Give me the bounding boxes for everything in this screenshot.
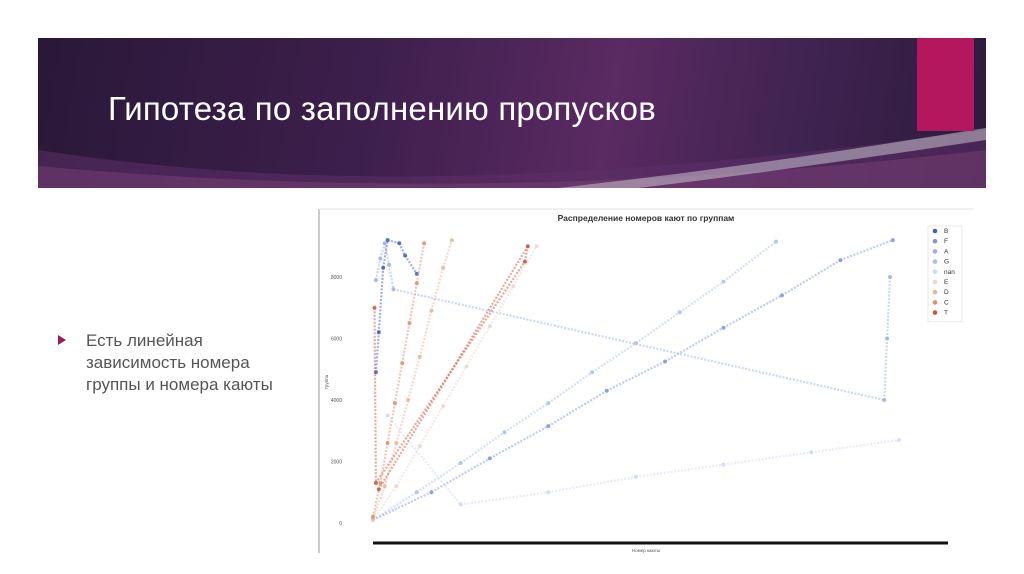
series-trend-segment — [503, 402, 549, 434]
series-T — [372, 244, 530, 492]
series-trend-segment — [722, 240, 777, 283]
series-trend-segment — [591, 342, 637, 374]
series-trend-segment — [430, 267, 445, 312]
series-trend-segment — [723, 451, 812, 466]
series-trend-segment — [395, 399, 410, 444]
series-A — [373, 241, 892, 402]
y-tick-label: 0 — [339, 521, 342, 527]
series-trend-segment — [548, 475, 637, 494]
series-trend-segment — [373, 307, 377, 484]
series-trend-segment — [606, 360, 666, 392]
series-trend-segment — [383, 242, 391, 265]
series-trend-segment — [374, 332, 380, 373]
bullet-text: Есть линейная зависимость номера группы … — [86, 331, 273, 394]
series-trend-segment — [395, 445, 421, 487]
series-trend-segment — [372, 491, 418, 521]
legend-marker — [932, 279, 938, 285]
series-trend-segment — [404, 254, 418, 275]
series-trend-segment — [379, 242, 386, 259]
legend-marker — [932, 300, 938, 305]
series-trend-segment — [781, 259, 841, 297]
legend-label: E — [944, 279, 949, 286]
series-G — [371, 239, 779, 522]
y-tick-label: 6000 — [331, 336, 342, 342]
series-C — [371, 241, 427, 519]
legend-marker — [932, 238, 938, 244]
series-nan — [385, 413, 901, 507]
series-trend-segment — [460, 491, 549, 506]
legend-marker — [932, 249, 938, 254]
series-trend-segment — [489, 425, 549, 460]
series-trend-segment — [459, 431, 506, 464]
series-trend-segment — [372, 491, 432, 521]
series-trend-segment — [401, 322, 411, 364]
x-axis-label: Номер каюты — [632, 548, 660, 553]
legend-label: A — [944, 248, 949, 255]
y-tick-label: 8000 — [331, 275, 342, 281]
legend-label: G — [944, 259, 949, 266]
series-B — [373, 238, 419, 375]
series-trend-segment — [407, 356, 421, 401]
series-trend-segment — [418, 310, 433, 358]
series-trend-segment — [840, 239, 894, 262]
series-trend-segment — [398, 242, 407, 256]
series-trend-segment — [408, 282, 418, 324]
series-trend-segment — [442, 239, 453, 269]
series-trend-segment — [388, 264, 395, 290]
series-trend-segment — [415, 243, 426, 284]
legend-marker — [932, 259, 938, 264]
legend-label: B — [944, 228, 948, 235]
series-trend-segment — [383, 442, 398, 487]
legend-label: nan — [944, 269, 955, 276]
series-trend-segment — [374, 258, 382, 281]
series-trend-segment — [635, 463, 724, 478]
banner-sweep-decoration — [38, 128, 986, 188]
accent-tab — [917, 38, 974, 131]
slide-title: Гипотеза по заполнению пропусков — [108, 90, 656, 127]
series-trend-segment — [547, 389, 608, 428]
series-trend-segment — [377, 267, 385, 333]
series-trend-segment — [418, 405, 445, 447]
bullet-arrow-icon — [58, 335, 66, 345]
title-banner — [38, 38, 986, 188]
series-trend-segment — [393, 362, 404, 404]
series-trend-segment — [442, 365, 468, 407]
series-trend-segment — [512, 245, 538, 287]
series-trend-segment — [547, 371, 593, 404]
legend-marker — [932, 228, 938, 234]
legend-marker — [932, 310, 938, 315]
legend-label: D — [944, 289, 949, 296]
series-F — [371, 238, 895, 522]
series-trend-segment — [465, 325, 491, 367]
series-trend-segment — [371, 485, 386, 519]
series-trend-segment — [722, 294, 783, 329]
legend-marker — [932, 269, 938, 275]
series-trend-segment — [523, 245, 529, 262]
legend-label: C — [944, 299, 949, 306]
series-trend-segment — [886, 276, 892, 339]
legend-label: T — [944, 310, 948, 317]
legend-marker — [932, 289, 938, 295]
legend-label: F — [944, 238, 948, 245]
y-tick-label: 4000 — [331, 398, 342, 404]
series-trend-segment — [382, 239, 389, 268]
chart-title: Распределение номеров кают по группам — [558, 213, 735, 223]
series-D — [371, 238, 454, 521]
bullet-list: Есть линейная зависимость номера группы … — [58, 330, 278, 396]
series-E — [371, 244, 539, 522]
y-axis-label: Группа — [324, 374, 329, 389]
scatter-chart: Распределение номеров кают по группам Гр… — [318, 207, 974, 557]
series-trend-segment — [635, 311, 681, 344]
series-trend-segment — [883, 338, 889, 401]
series-trend-segment — [679, 280, 725, 314]
y-tick-label: 2000 — [331, 459, 342, 465]
series-trend-segment — [430, 457, 491, 494]
chart-svg: Распределение номеров кают по группам Гр… — [318, 208, 973, 553]
series-trend-segment — [386, 414, 462, 506]
series-trend-segment — [488, 285, 515, 327]
series-trend-segment — [386, 402, 396, 444]
series-trend-segment — [811, 438, 899, 454]
series-trend-segment — [416, 462, 462, 494]
series-trend-segment — [664, 326, 725, 363]
